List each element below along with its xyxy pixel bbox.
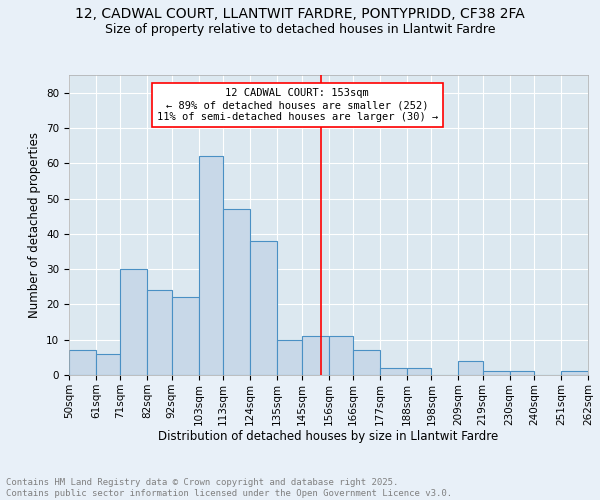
- Bar: [407, 368, 431, 375]
- Text: 12 CADWAL COURT: 153sqm
← 89% of detached houses are smaller (252)
11% of semi-d: 12 CADWAL COURT: 153sqm ← 89% of detache…: [157, 88, 438, 122]
- Text: 12, CADWAL COURT, LLANTWIT FARDRE, PONTYPRIDD, CF38 2FA: 12, CADWAL COURT, LLANTWIT FARDRE, PONTY…: [75, 8, 525, 22]
- Bar: [380, 368, 407, 375]
- Bar: [561, 372, 588, 375]
- Y-axis label: Number of detached properties: Number of detached properties: [28, 132, 41, 318]
- Bar: [329, 336, 353, 375]
- Bar: [223, 209, 250, 375]
- Bar: [69, 350, 96, 375]
- Bar: [509, 372, 534, 375]
- Text: Size of property relative to detached houses in Llantwit Fardre: Size of property relative to detached ho…: [105, 22, 495, 36]
- Bar: [302, 336, 329, 375]
- Bar: [250, 241, 277, 375]
- Bar: [277, 340, 302, 375]
- Bar: [483, 372, 509, 375]
- Bar: [199, 156, 223, 375]
- Bar: [458, 361, 483, 375]
- Bar: [353, 350, 380, 375]
- X-axis label: Distribution of detached houses by size in Llantwit Fardre: Distribution of detached houses by size …: [158, 430, 499, 444]
- Bar: [172, 298, 199, 375]
- Text: Contains HM Land Registry data © Crown copyright and database right 2025.
Contai: Contains HM Land Registry data © Crown c…: [6, 478, 452, 498]
- Bar: [96, 354, 121, 375]
- Bar: [121, 269, 148, 375]
- Bar: [148, 290, 172, 375]
